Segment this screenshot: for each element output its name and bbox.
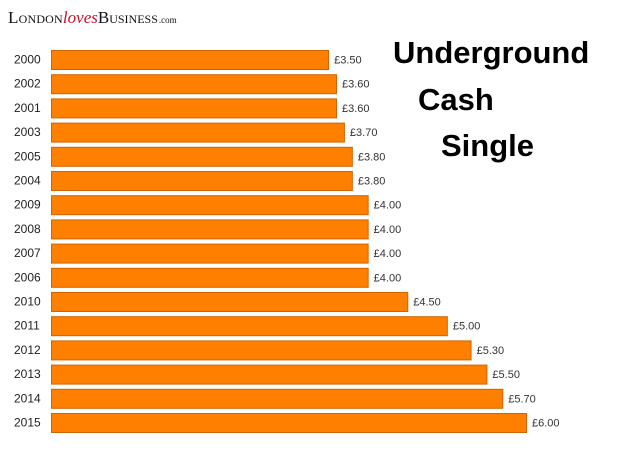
value-label: £4.00 [374,224,402,236]
value-label: £4.50 [413,297,441,309]
brand-logo-part-business: Business [97,8,158,27]
category-label: 2014 [14,391,41,405]
value-label: £4.00 [374,272,402,284]
value-label: £3.60 [342,103,370,115]
bar [51,340,472,361]
value-label: £4.00 [374,248,402,260]
category-label: 2008 [14,222,41,236]
bar [51,219,369,240]
value-label: £5.70 [508,393,536,405]
bar [51,267,369,288]
category-label: 2001 [14,101,41,115]
category-label: 2005 [14,149,41,163]
bar [51,98,337,119]
category-label: 2012 [14,343,41,357]
bar [51,122,345,143]
bar [51,50,330,70]
bar [51,146,353,167]
category-label: 2010 [14,295,41,309]
bar [51,316,448,337]
chart-title-line-1: Underground [393,35,590,70]
brand-logo-part-com: .com [158,15,177,25]
bar [51,292,409,312]
value-label: £3.50 [334,55,362,67]
chart-title-line-2: Cash [418,82,494,117]
value-label: £3.70 [350,127,378,139]
category-label: 2000 [14,53,41,67]
value-label: £5.50 [492,369,520,381]
category-label: 2002 [14,77,41,91]
value-label: £5.30 [477,345,505,357]
brand-logo: LondonlovesBusiness.com [8,8,177,30]
bar [51,74,337,95]
category-label: 2011 [14,319,40,333]
bar [51,388,504,409]
category-label: 2013 [14,367,41,381]
value-label: £5.00 [453,321,481,333]
category-label: 2003 [14,125,41,139]
value-label: £6.00 [532,418,560,430]
category-label: 2007 [14,246,41,260]
value-label: £3.80 [358,176,386,188]
category-label: 2009 [14,198,41,212]
chart-title-line-3: Single [441,128,535,163]
value-label: £3.60 [342,79,370,91]
brand-logo-part-london: London [8,8,63,27]
category-label: 2015 [14,416,41,430]
category-label: 2004 [14,174,41,188]
bar [51,243,369,264]
value-label: £3.80 [358,151,386,163]
brand-logo-part-loves: loves [62,8,98,27]
category-label: 2006 [14,270,41,284]
value-label: £4.00 [374,200,402,212]
bar [51,171,353,191]
bar [51,413,527,433]
bar [51,195,369,216]
bar [51,364,488,385]
